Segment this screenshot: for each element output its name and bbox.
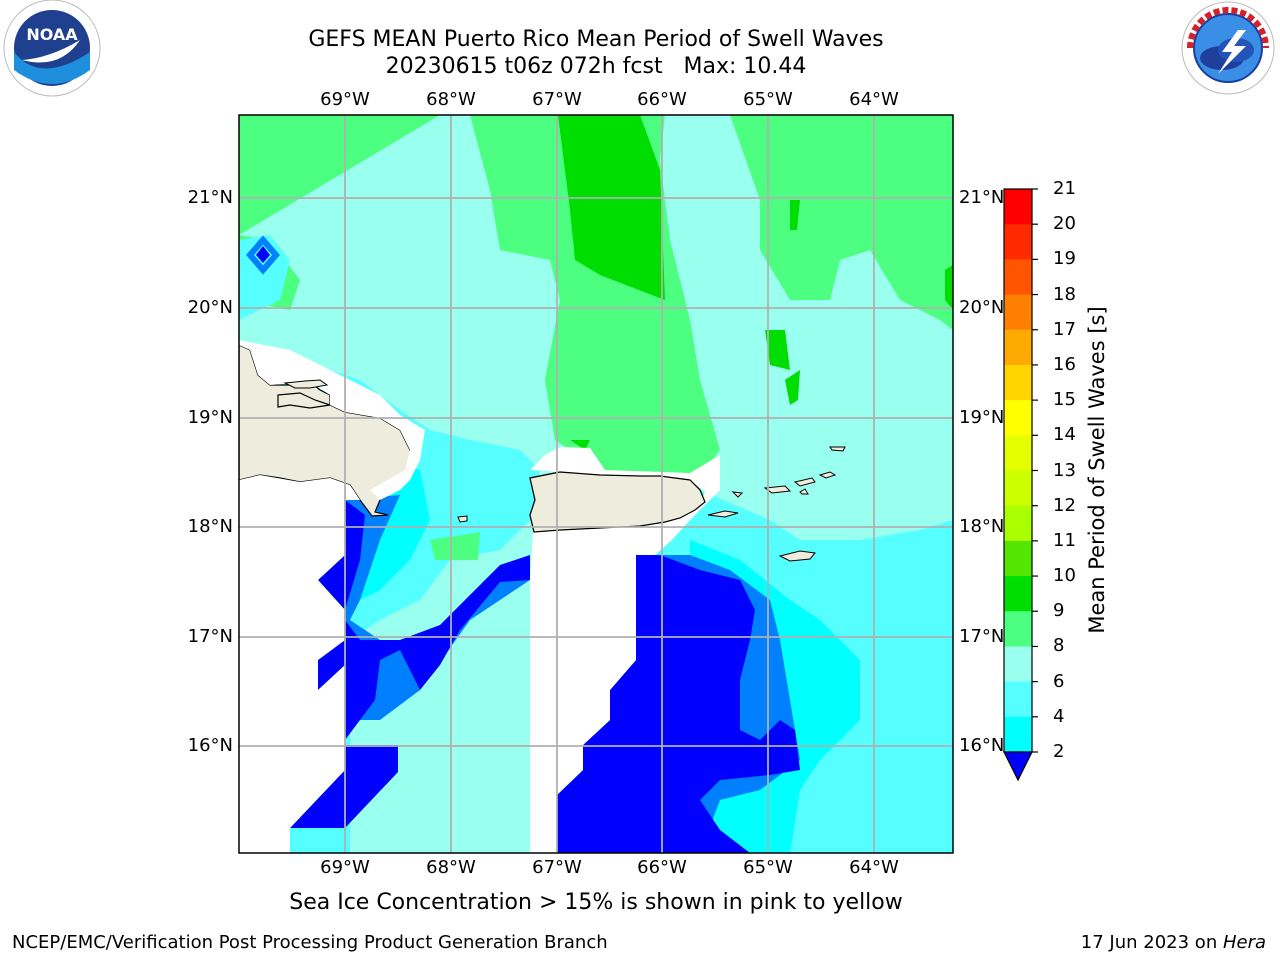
lat-label-left: 18°N — [187, 516, 233, 537]
land-pr-white-halo — [530, 447, 720, 853]
colorbar-segment — [1004, 576, 1032, 612]
graticule — [239, 115, 953, 853]
island-anegada — [829, 446, 846, 452]
lat-label-right: 21°N — [959, 187, 1005, 208]
lat-label-left: 20°N — [187, 297, 233, 318]
map-frame — [238, 114, 954, 854]
colorbar-segment — [1004, 470, 1032, 507]
colorbar-segment — [1004, 716, 1032, 753]
lon-label-bottom: 69°W — [320, 857, 370, 878]
colorbar-segment — [1004, 189, 1032, 225]
field-spot-low-ring — [246, 235, 280, 275]
lat-label-right: 17°N — [959, 626, 1005, 647]
colorbar-segment — [1004, 540, 1032, 577]
colorbar-tick-label: 2 — [1053, 741, 1065, 762]
lat-label-left: 17°N — [187, 626, 233, 647]
colorbar-segment — [1004, 611, 1032, 647]
colorbar-tick-label: 8 — [1053, 635, 1065, 657]
field-spot-low — [256, 246, 270, 263]
colorbar-segment — [1004, 400, 1032, 436]
colorbar-tick-label: 4 — [1053, 705, 1065, 727]
colorbar-segment — [1004, 294, 1032, 331]
lat-label-left: 21°N — [187, 187, 233, 208]
island-mona — [457, 515, 468, 523]
map-panel — [239, 115, 953, 853]
lon-label-bottom: 66°W — [637, 857, 687, 878]
colorbar-segment — [1004, 681, 1032, 718]
island-st-thomas — [763, 485, 792, 494]
island-vieques — [707, 510, 739, 518]
colorbar-extend-triangle — [1003, 751, 1033, 782]
lat-label-right: 16°N — [959, 735, 1005, 756]
colorbar-tick-label: 19 — [1053, 248, 1076, 270]
colorbar-tick-label: 17 — [1053, 318, 1076, 340]
nws-logo — [1181, 1, 1275, 95]
colorbar-label: Mean Period of Swell Waves [s] — [1085, 306, 1109, 634]
colorbar-tick-label: 12 — [1053, 494, 1076, 516]
colorbar — [1004, 188, 1038, 753]
footer-credit: NCEP/EMC/Verification Post Processing Pr… — [12, 932, 608, 953]
lat-label-left: 19°N — [187, 407, 233, 428]
colorbar-tick-label: 14 — [1053, 424, 1076, 446]
island-culebra — [731, 491, 744, 498]
field-band-8-9-patch — [700, 318, 735, 352]
colorbar-tick-label: 11 — [1053, 529, 1076, 551]
lat-label-left: 16°N — [187, 735, 233, 756]
lat-label-right: 20°N — [959, 297, 1005, 318]
island-small — [799, 488, 809, 495]
lon-label-bottom: 65°W — [743, 857, 793, 878]
noaa-logo: NOAA — [3, 0, 101, 97]
lon-label-top: 66°W — [637, 89, 687, 110]
colorbar-segment — [1004, 329, 1032, 366]
colorbar-tick-label: 21 — [1053, 178, 1076, 199]
colorbar-segment — [1004, 435, 1032, 471]
lon-label-top: 68°W — [426, 89, 476, 110]
lon-label-top: 65°W — [743, 89, 793, 110]
colorbar-tick-label: 6 — [1053, 670, 1065, 692]
lon-label-top: 69°W — [320, 89, 370, 110]
noaa-logo-text: NOAA — [26, 25, 78, 44]
island-st-croix — [778, 550, 816, 562]
colorbar-tick-label: 13 — [1053, 459, 1076, 481]
colorbar-segment — [1004, 224, 1032, 260]
lon-label-bottom: 68°W — [426, 857, 476, 878]
colorbar-tick-label: 18 — [1053, 283, 1076, 305]
map-subtitle: 20230615 t06z 072h fcst Max: 10.44 — [385, 54, 807, 79]
lon-label-bottom: 64°W — [849, 857, 899, 878]
lon-label-top: 67°W — [532, 89, 582, 110]
colorbar-segment — [1004, 259, 1032, 296]
colorbar-tick-label: 10 — [1053, 565, 1076, 587]
colorbar-segment — [1004, 646, 1032, 683]
island-tortuga — [283, 379, 329, 389]
lat-label-right: 18°N — [959, 516, 1005, 537]
field-band-below-2 — [290, 500, 800, 853]
field-band-9-10-patch — [430, 532, 480, 560]
sea-ice-note: Sea Ice Concentration > 15% is shown in … — [289, 890, 903, 915]
lon-label-top: 64°W — [849, 89, 899, 110]
map-title: GEFS MEAN Puerto Rico Mean Period of Swe… — [308, 27, 884, 52]
colorbar-segment — [1004, 364, 1032, 401]
colorbar-tick-label: 9 — [1053, 600, 1065, 622]
colorbar-tick-label: 16 — [1053, 353, 1076, 375]
island-virgin-gorda — [818, 471, 837, 479]
land-samana — [277, 392, 331, 409]
colorbar-tick-label: 15 — [1053, 389, 1076, 411]
lat-label-right: 19°N — [959, 407, 1005, 428]
footer-date-text: 17 Jun 2023 on — [1080, 932, 1223, 953]
land-north-shelf — [239, 340, 425, 500]
footer-date: 17 Jun 2023 on Hera — [1081, 932, 1266, 953]
land-hispaniola-white-fill — [239, 475, 360, 853]
colorbar-segment — [1004, 505, 1032, 542]
lon-label-bottom: 67°W — [532, 857, 582, 878]
footer-host: Hera — [1222, 932, 1266, 953]
colorbar-tick-label: 20 — [1053, 213, 1076, 235]
island-tortola — [793, 477, 816, 487]
